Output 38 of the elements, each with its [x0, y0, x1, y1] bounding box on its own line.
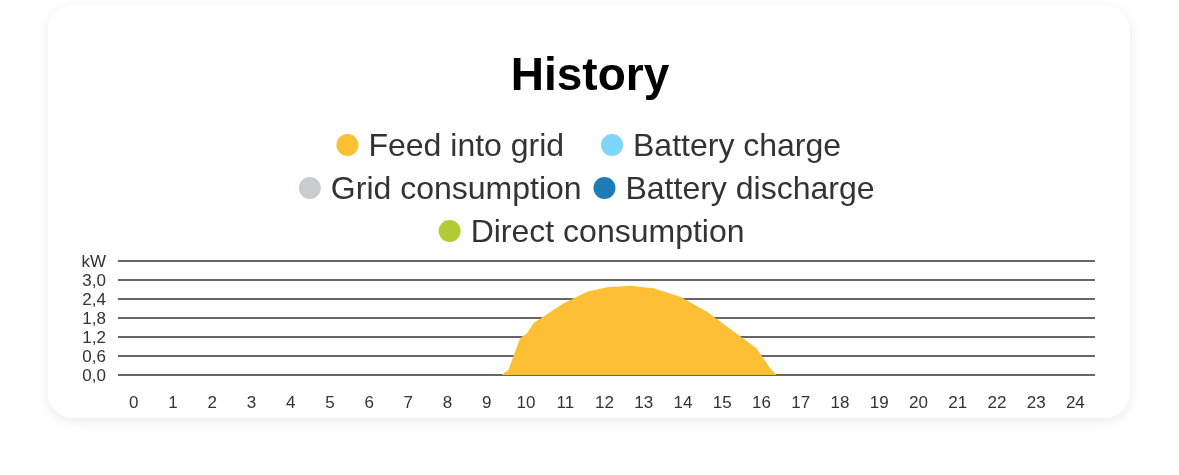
y-tick-label: 1,2 — [82, 328, 106, 347]
x-tick-label: 14 — [673, 393, 693, 412]
x-tick-label: 2 — [207, 393, 217, 412]
x-tick-label: 22 — [987, 393, 1007, 412]
x-tick-label: 1 — [168, 393, 178, 412]
x-tick-label: 3 — [246, 393, 257, 412]
legend-label: Direct consumption — [470, 213, 745, 249]
x-tick-label: 8 — [442, 393, 453, 412]
x-tick-label: 23 — [1026, 393, 1046, 412]
x-tick-label: 13 — [634, 393, 654, 412]
y-tick-label: 2,4 — [82, 290, 106, 309]
y-tick-label: 0,6 — [82, 347, 106, 366]
x-tick-label: 17 — [791, 393, 811, 412]
x-tick-label: 6 — [364, 393, 374, 412]
x-tick-label: 4 — [285, 393, 296, 412]
x-tick-label: 15 — [712, 393, 732, 412]
legend-label: Feed into grid — [368, 127, 565, 163]
legend-label: Battery discharge — [625, 170, 875, 206]
x-tick-label: 11 — [556, 393, 575, 412]
y-tick-label: 0,0 — [82, 366, 106, 385]
x-tick-label: 20 — [908, 393, 928, 412]
x-tick-label: 21 — [948, 393, 968, 412]
y-tick-label: 1,8 — [82, 309, 106, 328]
x-tick-label: 5 — [325, 393, 335, 412]
x-tick-label: 24 — [1065, 393, 1085, 412]
x-tick-label: 16 — [752, 393, 771, 412]
x-tick-label: 12 — [595, 393, 614, 412]
x-tick-label: 7 — [403, 393, 414, 412]
x-tick-label: 0 — [128, 393, 139, 412]
x-tick-label: 10 — [516, 393, 536, 412]
y-tick-label: 3,0 — [82, 271, 106, 290]
x-tick-label: 9 — [482, 393, 492, 412]
chart-title: History — [510, 48, 670, 100]
x-tick-label: 19 — [869, 393, 889, 412]
x-tick-label: 18 — [830, 393, 850, 412]
y-tick-label: kW — [81, 252, 106, 271]
legend-label: Grid consumption — [330, 170, 582, 206]
legend-label: Battery charge — [633, 127, 842, 163]
